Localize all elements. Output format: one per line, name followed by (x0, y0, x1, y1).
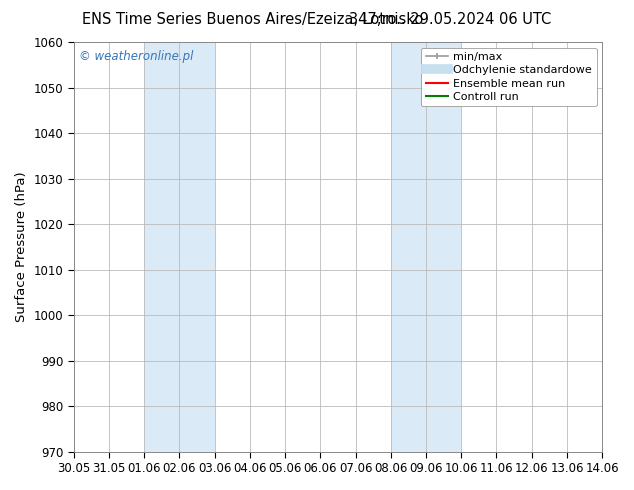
Y-axis label: Surface Pressure (hPa): Surface Pressure (hPa) (15, 172, 28, 322)
Text: © weatheronline.pl: © weatheronline.pl (79, 50, 193, 63)
Bar (144, 42, 215, 452)
Text: 347;ro.. 29.05.2024 06 UTC: 347;ro.. 29.05.2024 06 UTC (349, 12, 552, 27)
Bar (391, 42, 462, 452)
Legend: min/max, Odchylenie standardowe, Ensemble mean run, Controll run: min/max, Odchylenie standardowe, Ensembl… (421, 48, 597, 106)
Text: ENS Time Series Buenos Aires/Ezeiza, Lotnisko: ENS Time Series Buenos Aires/Ezeiza, Lot… (82, 12, 424, 27)
